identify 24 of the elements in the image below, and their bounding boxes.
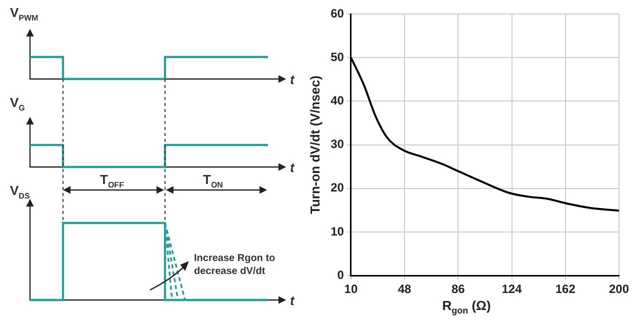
x-tick-label: 86	[451, 282, 466, 296]
x-tick-label: 124	[502, 282, 522, 296]
text: V$_{PWM}$	[10, 5, 38, 23]
y-tick-label: 30	[330, 137, 344, 152]
x-tick-label: 200	[608, 282, 630, 296]
x-tick-label: 10	[344, 282, 358, 296]
text: T$_{OFF}$	[100, 172, 124, 190]
text: V$_{DS}$	[10, 183, 30, 201]
text: t	[290, 293, 294, 308]
y-tick-label: 50	[330, 50, 344, 64]
y-axis-title: Turn-on dV/dt (V/nsec)	[307, 76, 322, 214]
text: Increase Rgon to decrease dV/dt	[194, 252, 276, 278]
x-axis-title: R$_{gon}$ (Ω)	[441, 298, 492, 316]
y-tick-label: 60	[330, 6, 344, 20]
y-tick-label: 0	[337, 268, 344, 282]
y-tick-label: 20	[330, 180, 344, 195]
y-tick-label: 40	[330, 94, 344, 108]
x-tick-label: 48	[398, 282, 412, 296]
text: t	[290, 160, 294, 175]
text: T$_{ON}$	[203, 172, 223, 190]
y-tick-label: 10	[330, 224, 344, 238]
text: t	[290, 72, 294, 87]
x-tick-label: 162	[555, 282, 576, 296]
text: V$_{G}$	[10, 95, 25, 113]
